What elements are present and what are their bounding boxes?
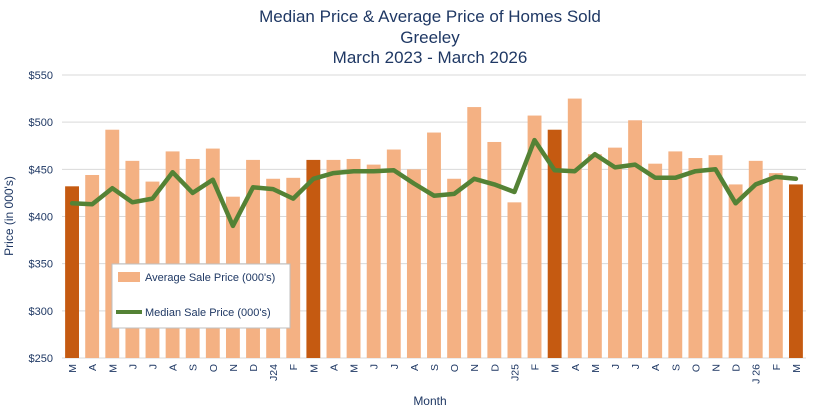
y-axis-ticks: $250 $300 $350 $400 $450 $500 $550 [29, 70, 53, 365]
x-tick-label: F [771, 364, 783, 370]
y-tick-label: $400 [29, 212, 53, 224]
chart-title-line-3: March 2023 - March 2026 [333, 48, 528, 67]
bar [547, 129, 562, 358]
x-tick-label: N [228, 364, 240, 372]
x-tick-label: J [630, 364, 642, 369]
chart-title-line-2: Greeley [400, 28, 460, 47]
x-tick-label: J 26 [751, 364, 763, 384]
bar [628, 120, 643, 358]
x-tick-label: J25 [509, 364, 521, 381]
bar [386, 149, 401, 358]
y-axis-label: Price (in 000's) [2, 176, 16, 256]
bar [507, 202, 522, 358]
bar [789, 184, 803, 358]
y-tick-label: $450 [29, 164, 53, 176]
bar [427, 132, 441, 358]
x-tick-label: F [288, 364, 300, 370]
x-tick-label: J [127, 364, 139, 369]
x-tick-label: M [67, 364, 79, 373]
legend: Average Sale Price (000's) Median Sale P… [111, 263, 291, 329]
x-tick-label: S [670, 364, 682, 371]
bar [587, 154, 602, 358]
bar [85, 174, 100, 358]
legend-line-label: Median Sale Price (000's) [145, 307, 271, 319]
x-tick-label: M [349, 364, 361, 373]
x-tick-label: M [550, 364, 562, 373]
legend-bar-swatch [118, 272, 140, 282]
bar [346, 158, 361, 358]
x-tick-label: D [489, 364, 501, 372]
chart-title-line-1: Median Price & Average Price of Homes So… [259, 7, 601, 26]
bar [487, 141, 502, 358]
x-axis-label: Month [413, 394, 446, 408]
line-series [69, 137, 799, 229]
x-tick-label: A [87, 364, 99, 371]
bar [306, 159, 321, 358]
x-tick-label: J24 [268, 364, 280, 381]
bar [728, 184, 743, 358]
x-tick-label: J [389, 364, 401, 369]
x-tick-label: D [731, 364, 743, 372]
x-tick-label: A [650, 364, 662, 371]
bar [527, 115, 542, 359]
x-tick-label: F [530, 364, 542, 370]
y-tick-label: $300 [29, 306, 53, 318]
bar [467, 107, 482, 358]
x-tick-label: M [308, 364, 320, 373]
bar [447, 178, 462, 358]
x-tick-label: S [429, 364, 441, 371]
x-axis-ticks: M A M J J A S O N D J24 F M A M J J A S O N D J25 F M A M J J A S O N D J … [67, 364, 803, 384]
x-tick-label: J [610, 364, 622, 369]
y-tick-label: $550 [29, 70, 53, 82]
x-tick-label: O [449, 364, 461, 372]
bar [608, 147, 622, 358]
bar [567, 98, 582, 358]
bar [326, 159, 341, 358]
x-tick-label: A [570, 364, 582, 371]
x-tick-label: A [328, 364, 340, 371]
chart-title: Median Price & Average Price of Homes So… [259, 7, 601, 67]
bar [648, 163, 663, 358]
x-tick-label: D [248, 364, 260, 372]
bar [748, 160, 763, 358]
y-tick-label: $500 [29, 117, 53, 129]
x-tick-label: S [188, 364, 200, 371]
bar [688, 158, 703, 358]
bar [708, 155, 723, 358]
x-tick-label: M [590, 364, 602, 373]
x-tick-label: A [409, 364, 421, 371]
bar [406, 169, 421, 358]
x-tick-label: O [690, 364, 702, 372]
y-tick-label: $350 [29, 259, 53, 271]
y-tick-label: $250 [29, 353, 53, 365]
x-tick-label: M [107, 364, 119, 373]
bar [366, 164, 381, 358]
x-tick-label: M [791, 364, 803, 373]
bar [65, 186, 79, 358]
bar [668, 151, 683, 358]
x-tick-label: N [711, 364, 723, 372]
legend-bar-label: Average Sale Price (000's) [145, 272, 275, 284]
legend-box [111, 263, 291, 329]
x-tick-label: J [369, 364, 381, 369]
x-tick-label: J [147, 364, 159, 369]
x-tick-label: N [469, 364, 481, 372]
x-tick-label: O [208, 364, 220, 372]
x-tick-label: A [168, 364, 180, 371]
bar [768, 173, 783, 358]
